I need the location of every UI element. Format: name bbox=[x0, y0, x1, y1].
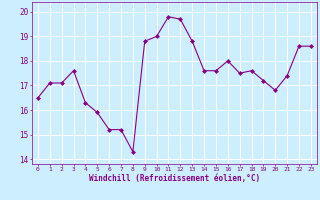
X-axis label: Windchill (Refroidissement éolien,°C): Windchill (Refroidissement éolien,°C) bbox=[89, 174, 260, 183]
